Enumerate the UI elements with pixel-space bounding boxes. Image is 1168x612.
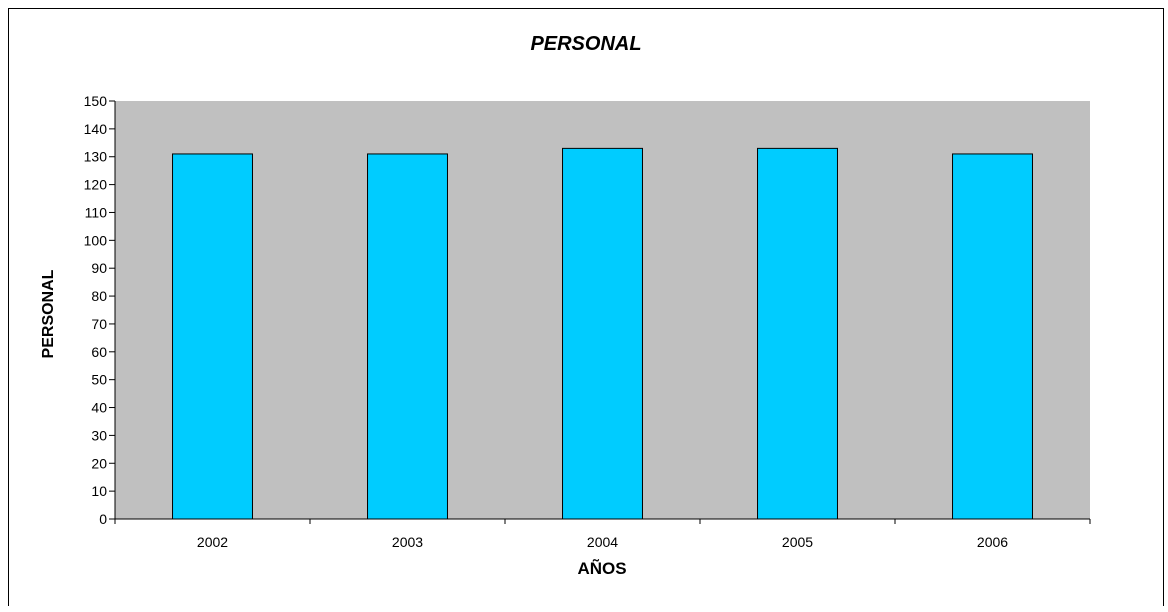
bar-2006 bbox=[952, 153, 1033, 520]
y-tick-label: 50 bbox=[91, 372, 107, 388]
y-tick-label: 140 bbox=[84, 121, 108, 137]
x-axis-label: AÑOS bbox=[577, 558, 626, 578]
x-axis-ticks: 2002 2003 2004 2005 2006 bbox=[114, 519, 1091, 550]
x-tick-label: 2006 bbox=[977, 534, 1008, 550]
bar-2003 bbox=[367, 153, 448, 520]
bar-2005 bbox=[757, 147, 838, 520]
bar-2002 bbox=[172, 153, 253, 520]
y-tick-label: 120 bbox=[84, 177, 108, 193]
x-tick-label: 2002 bbox=[197, 534, 228, 550]
bars bbox=[172, 147, 1033, 520]
y-tick-label: 30 bbox=[91, 427, 107, 443]
chart-frame: PERSONAL 0 10 20 30 40 50 60 70 80 90 100 110 120 130… bbox=[8, 8, 1164, 606]
y-tick-label: 90 bbox=[91, 260, 107, 276]
y-tick-label: 20 bbox=[91, 455, 107, 471]
y-axis-ticks: 0 10 20 30 40 50 60 70 80 90 100 110 120 130 140 150 bbox=[84, 93, 115, 527]
y-tick-label: 40 bbox=[91, 400, 107, 416]
y-tick-label: 0 bbox=[99, 511, 107, 527]
y-tick-label: 150 bbox=[84, 93, 108, 109]
y-tick-label: 110 bbox=[85, 204, 108, 220]
chart-title: PERSONAL bbox=[530, 33, 641, 55]
y-tick-label: 60 bbox=[91, 344, 107, 360]
y-tick-label: 10 bbox=[91, 483, 107, 499]
x-tick-label: 2005 bbox=[782, 534, 813, 550]
bar-chart: PERSONAL 0 10 20 30 40 50 60 70 80 90 100 110 120 130… bbox=[40, 33, 1091, 578]
x-tick-label: 2004 bbox=[587, 534, 618, 550]
y-tick-label: 70 bbox=[91, 316, 107, 332]
y-tick-label: 130 bbox=[84, 149, 108, 165]
bar-2004 bbox=[562, 147, 643, 520]
y-axis-label: PERSONAL bbox=[40, 269, 57, 358]
x-tick-label: 2003 bbox=[392, 534, 423, 550]
y-tick-label: 100 bbox=[84, 232, 108, 248]
y-tick-label: 80 bbox=[91, 288, 107, 304]
